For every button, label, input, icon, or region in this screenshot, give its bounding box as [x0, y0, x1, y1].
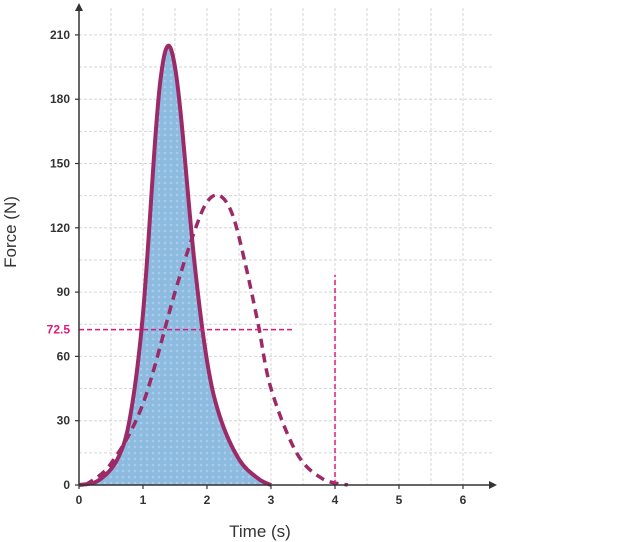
y-tick-label: 180 [50, 92, 70, 106]
series-lines [78, 43, 349, 487]
y-tick-label: 30 [57, 414, 71, 428]
annotations [79, 274, 336, 485]
x-tick-label: 5 [396, 493, 403, 507]
y-tick-label: 90 [57, 285, 71, 299]
series-1-area [79, 45, 271, 485]
y-axis-arrow-icon [75, 3, 83, 11]
y-tick-label: 210 [50, 28, 70, 42]
y-tick-label: 120 [50, 221, 70, 235]
y-tick-label: 0 [63, 478, 70, 492]
series-1-line [78, 43, 272, 487]
annotation-y-label: 72.5 [47, 323, 71, 337]
x-tick-label: 1 [140, 493, 147, 507]
y-tick-label: 150 [50, 157, 70, 171]
y-axis-title: Force (N) [1, 196, 20, 268]
area-fill [79, 45, 271, 485]
y-tick-label: 60 [57, 349, 71, 363]
axes [75, 3, 497, 489]
x-axis-arrow-icon [489, 481, 497, 489]
series-2-line [84, 193, 349, 487]
x-tick-label: 0 [76, 493, 83, 507]
x-axis-title: Time (s) [229, 522, 291, 541]
x-tick-label: 4 [332, 493, 339, 507]
x-tick-label: 3 [268, 493, 275, 507]
x-tick-label: 2 [204, 493, 211, 507]
x-tick-label: 6 [460, 493, 467, 507]
